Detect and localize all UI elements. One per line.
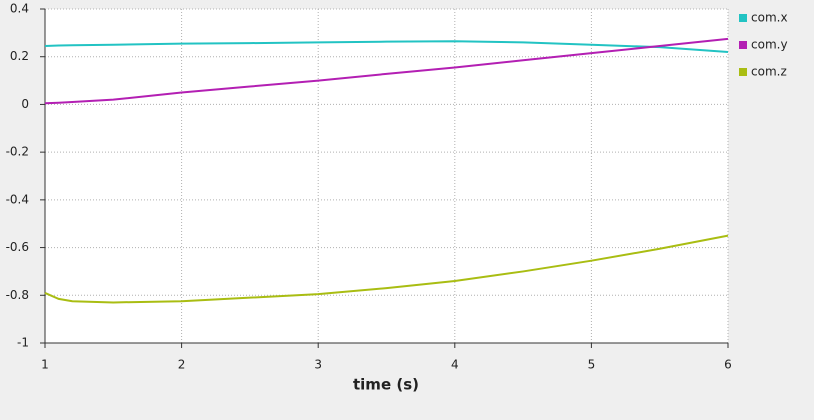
x-tick-label: 6 (724, 358, 732, 372)
x-tick-label: 5 (588, 358, 596, 372)
y-tick-label: -0.6 (6, 240, 29, 254)
y-tick-label: -0.8 (6, 288, 29, 302)
x-tick-label: 4 (451, 358, 459, 372)
y-tick-label: -0.2 (6, 145, 29, 159)
y-tick-label: 0 (21, 97, 29, 111)
legend-label: com.z (751, 65, 787, 79)
y-tick-label: -0.4 (6, 192, 29, 206)
series-line (44, 234, 729, 304)
y-tick-label: -1 (17, 336, 29, 350)
y-tick-label: 0.4 (10, 2, 29, 16)
legend-swatch (739, 41, 747, 49)
legend-swatch (739, 68, 747, 76)
plot-area (45, 9, 728, 343)
x-tick-label: 2 (178, 358, 186, 372)
legend-label: com.y (751, 38, 788, 52)
legend-label: com.x (751, 11, 788, 25)
x-tick-label: 1 (41, 358, 49, 372)
y-tick-label: 0.2 (10, 49, 29, 63)
legend-swatch (739, 14, 747, 22)
x-tick-label: 3 (314, 358, 322, 372)
series-line (44, 37, 729, 105)
series-line (44, 40, 729, 53)
x-axis-label: time (s) (353, 376, 419, 394)
